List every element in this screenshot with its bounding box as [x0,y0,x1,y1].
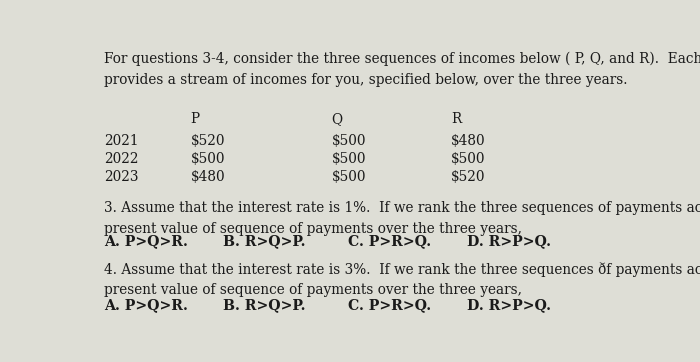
Text: A. P>Q>R.: A. P>Q>R. [104,234,188,248]
Text: $480: $480 [451,134,486,148]
Text: B. R>Q>P.: B. R>Q>P. [223,234,306,248]
Text: 3. Assume that the interest rate is 1%.  If we rank the three sequences of payme: 3. Assume that the interest rate is 1%. … [104,201,700,215]
Text: 2023: 2023 [104,170,139,184]
Text: D. R>P>Q.: D. R>P>Q. [468,234,552,248]
Text: D. R>P>Q.: D. R>P>Q. [468,299,552,312]
Text: 2022: 2022 [104,152,139,166]
Text: 2021: 2021 [104,134,139,148]
Text: $500: $500 [332,152,366,166]
Text: provides a stream of incomes for you, specified below, over the three years.: provides a stream of incomes for you, sp… [104,73,627,87]
Text: present value of sequence of payments over the three years,: present value of sequence of payments ov… [104,222,522,236]
Text: present value of sequence of payments over the three years,: present value of sequence of payments ov… [104,283,522,297]
Text: $520: $520 [451,170,486,184]
Text: $480: $480 [190,170,225,184]
Text: C. P>R>Q.: C. P>R>Q. [348,299,431,312]
Text: $500: $500 [451,152,486,166]
Text: B. R>Q>P.: B. R>Q>P. [223,299,306,312]
Text: $500: $500 [332,134,366,148]
Text: Q: Q [332,112,343,126]
Text: For questions 3-4, consider the three sequences of incomes below ( P, Q, and R).: For questions 3-4, consider the three se… [104,52,700,66]
Text: C. P>R>Q.: C. P>R>Q. [348,234,431,248]
Text: R: R [451,112,461,126]
Text: $500: $500 [332,170,366,184]
Text: 4. Assume that the interest rate is 3%.  If we rank the three sequences ðf payme: 4. Assume that the interest rate is 3%. … [104,262,700,277]
Text: P: P [190,112,199,126]
Text: A. P>Q>R.: A. P>Q>R. [104,299,188,312]
Text: $500: $500 [190,152,225,166]
Text: $520: $520 [190,134,225,148]
